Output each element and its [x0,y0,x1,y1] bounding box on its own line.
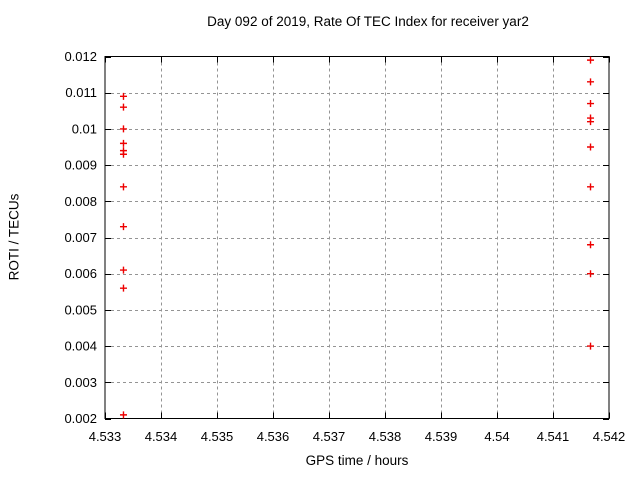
y-tick-label: 0.004 [64,339,97,354]
x-tick-label: 4.536 [257,429,290,444]
y-tick-label: 0.012 [64,49,97,64]
data-point-marker [587,143,595,151]
data-point-marker [119,183,127,191]
y-tick-label: 0.008 [64,194,97,209]
y-tick-label: 0.003 [64,375,97,390]
data-point-marker [587,183,595,191]
data-point-marker [587,118,595,126]
x-tick-label: 4.542 [593,429,626,444]
data-point-marker [587,342,595,350]
data-point-marker [587,78,595,86]
data-point-marker [587,100,595,108]
chart-title: Day 092 of 2019, Rate Of TEC Index for r… [207,14,529,29]
data-point-marker [119,139,127,147]
data-point-marker [119,411,127,419]
data-point-marker [119,103,127,111]
data-point-marker [587,56,595,64]
x-tick-label: 4.539 [425,429,458,444]
y-tick-label: 0.006 [64,266,97,281]
x-tick-label: 4.535 [201,429,234,444]
x-tick-label: 4.538 [369,429,402,444]
data-point-marker [119,92,127,100]
x-tick-label: 4.541 [537,429,570,444]
x-tick-label: 4.533 [89,429,122,444]
y-tick-label: 0.009 [64,158,97,173]
y-tick-label: 0.01 [72,121,97,136]
data-point-marker [587,270,595,278]
data-point-marker [119,150,127,158]
y-tick-label: 0.002 [64,411,97,426]
plot-border [104,56,610,419]
y-tick-label: 0.005 [64,302,97,317]
data-point-marker [119,125,127,133]
x-tick-label: 4.54 [484,429,509,444]
y-tick-label: 0.007 [64,230,97,245]
data-point-marker [119,284,127,292]
data-point-marker [119,266,127,274]
data-point-marker [119,223,127,231]
x-tick-label: 4.534 [145,429,178,444]
x-axis-title: GPS time / hours [305,453,409,468]
data-point-marker [587,241,595,249]
y-tick-label: 0.011 [65,85,97,100]
x-tick-label: 4.537 [313,429,346,444]
